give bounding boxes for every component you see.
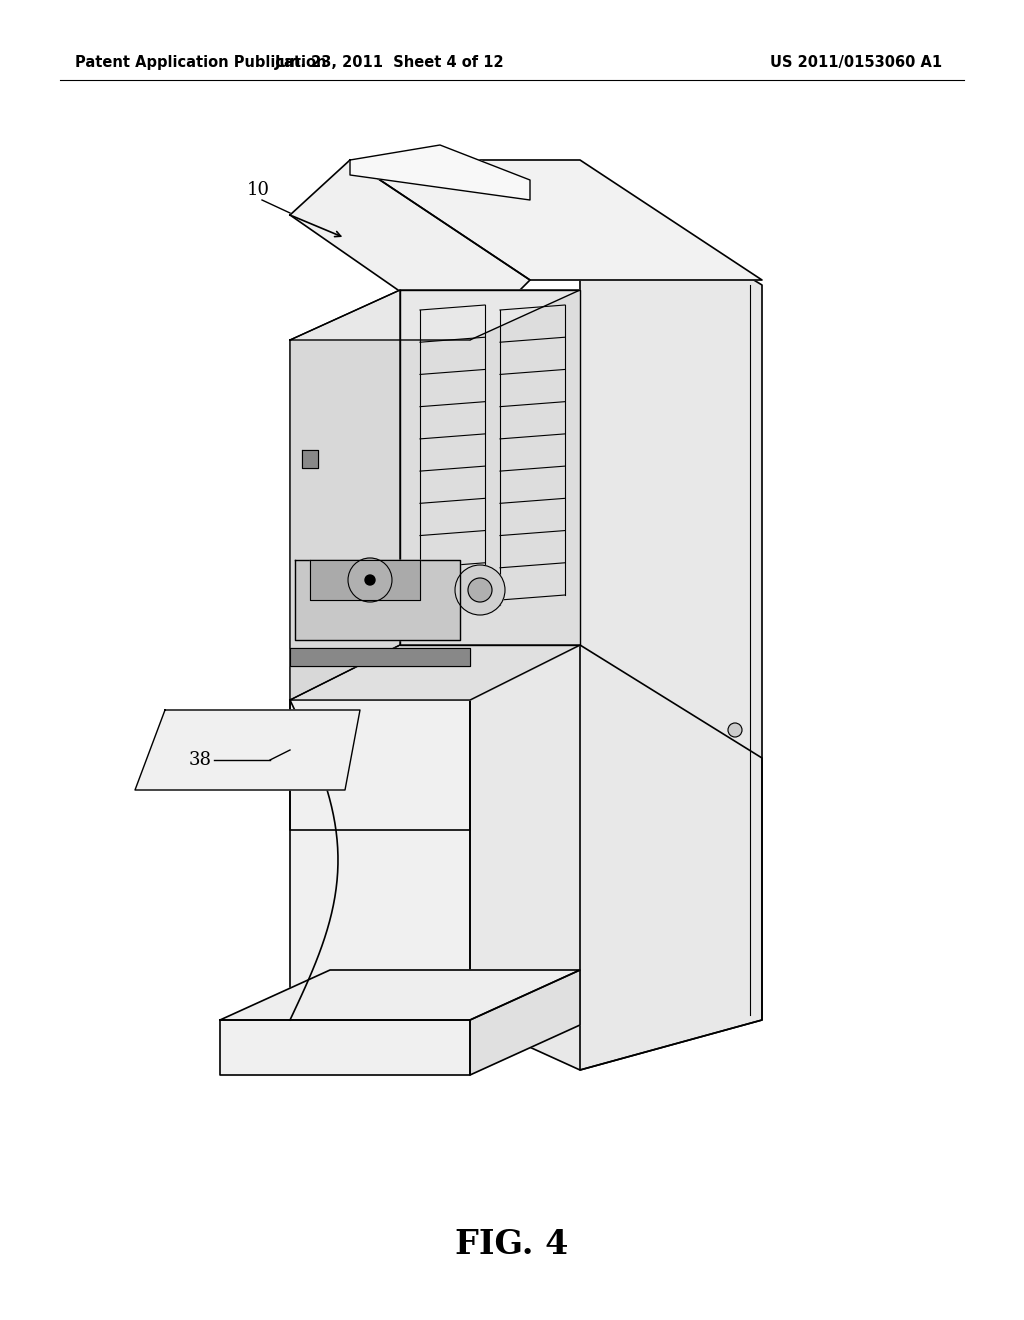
Polygon shape [295,560,460,640]
Polygon shape [350,145,530,201]
Circle shape [348,558,392,602]
Polygon shape [290,290,400,700]
Polygon shape [220,1020,470,1074]
Text: FIG. 4: FIG. 4 [456,1229,568,1262]
Polygon shape [470,970,580,1074]
Text: 10: 10 [247,181,269,199]
Polygon shape [350,160,762,280]
Circle shape [468,578,492,602]
Polygon shape [302,450,318,469]
Polygon shape [580,176,762,1071]
Circle shape [455,565,505,615]
Polygon shape [290,648,470,667]
Text: 38: 38 [188,751,212,770]
Polygon shape [220,970,580,1020]
Polygon shape [290,160,530,341]
Text: US 2011/0153060 A1: US 2011/0153060 A1 [770,54,942,70]
Circle shape [365,576,375,585]
Polygon shape [470,645,762,1071]
Polygon shape [135,710,360,789]
Polygon shape [310,560,420,601]
Polygon shape [400,290,580,645]
Circle shape [728,723,742,737]
Polygon shape [290,341,470,830]
Polygon shape [290,700,470,1020]
Text: Patent Application Publication: Patent Application Publication [75,54,327,70]
Polygon shape [290,290,580,341]
Polygon shape [290,645,580,700]
Text: Jun. 23, 2011  Sheet 4 of 12: Jun. 23, 2011 Sheet 4 of 12 [275,54,505,70]
